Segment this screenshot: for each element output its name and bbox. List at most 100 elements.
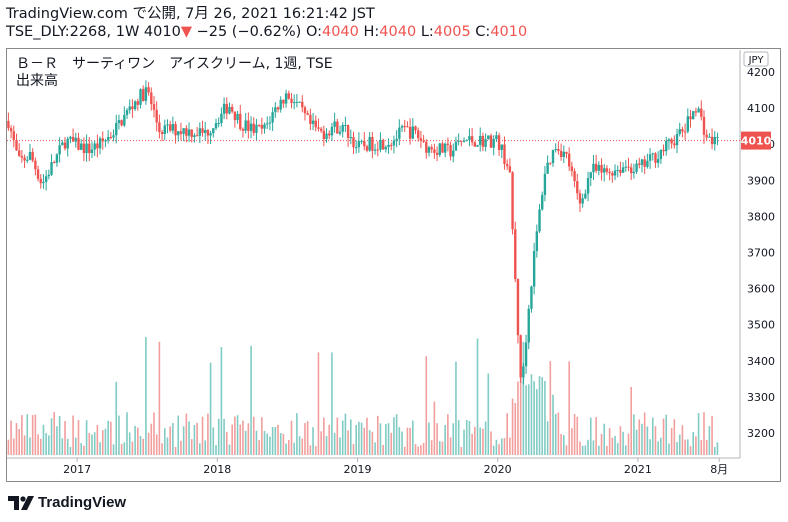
open-value: 4040 [321,24,359,40]
candle-body [244,120,247,131]
candle-body [381,139,385,150]
candle-body [217,123,220,125]
candle-body [487,135,490,140]
candle-body [686,116,690,132]
volume-bar [371,431,374,455]
volume-bar [401,431,403,455]
candle-body [713,136,716,145]
candle-body [187,129,191,136]
candle-body [430,147,433,150]
candle-body [578,193,582,204]
candle-body [398,127,401,139]
candle-body [376,149,379,151]
candle-body [648,154,652,161]
volume-bar [336,417,339,455]
candle-body [77,137,80,150]
volume-bar [441,441,444,455]
volume-bar [77,420,80,455]
candle-body [497,135,501,150]
candle-body [274,107,277,113]
candle-body [263,124,266,129]
candle-body [354,147,358,149]
tradingview-footer[interactable]: TradingView [8,494,126,511]
volume-bar [670,428,673,455]
candle-body [705,134,708,138]
x-tick-label: 2019 [343,463,371,476]
candle-body [673,143,676,146]
volume-bar [484,421,487,455]
volume-bar [522,341,525,455]
candle-body [276,107,280,110]
candle-body [325,133,328,140]
candle-body [697,108,700,113]
volume-bar [261,417,263,455]
candle-body [530,286,533,309]
candle-body [247,120,250,131]
volume-bar [193,424,196,455]
candle-body [249,123,253,131]
volume-bar [519,376,522,455]
volume-bar [619,426,622,455]
candle-body [616,169,619,171]
volume-bar [252,416,255,455]
chart-frame [6,48,781,482]
down-arrow-icon: ▼ [180,24,192,40]
candle-body [117,120,121,124]
candle-body [311,120,315,124]
candle-body [646,160,649,167]
candle-body [441,143,444,153]
candle-body [28,151,32,160]
candles [7,80,719,385]
volume-bar [266,433,269,455]
candle-body [241,128,245,131]
candle-body [667,139,671,141]
candle-body [179,131,183,134]
candle-body [160,132,164,134]
volume-bar [506,413,508,455]
candle-body [675,134,679,146]
candle-body [290,98,293,104]
volume-bar [107,420,109,455]
candle-body [34,160,37,170]
y-tick-label: 3700 [747,247,775,260]
candle-body [93,143,96,150]
volume-bar [530,374,533,455]
candle-body [133,101,137,110]
candle-body [640,159,644,165]
volume-bar [242,420,244,455]
volume-bar [34,414,37,455]
volume-bar [118,415,120,455]
candle-body [433,149,436,153]
volume-bar [509,437,511,455]
volume-bar [93,432,96,455]
volume-bar [460,446,463,455]
volume-bar [255,430,258,455]
volume-bar [115,381,118,455]
candle-body [492,138,495,148]
volume-bar [199,443,201,455]
volume-bar [104,428,107,455]
candle-body [50,162,53,175]
candle-body [228,106,231,114]
volume-bar [12,438,15,455]
candle-body [174,124,177,136]
candle-body [195,135,199,137]
candle-body [333,121,336,127]
volume-bar [457,420,460,455]
volume-bar [595,417,597,455]
candle-body [546,162,549,174]
candle-body [511,172,514,230]
candle-body [42,181,45,184]
volume-bar [471,433,473,455]
volume-bar [436,423,438,455]
candle-body [427,147,431,153]
candle-body [597,164,601,171]
volume-bar [212,427,215,455]
candle-body [406,126,409,128]
candle-body [209,133,212,136]
candle-body [128,106,131,111]
candle-body [104,140,107,142]
open-label: O: [305,24,322,40]
volume-bar [468,421,471,455]
